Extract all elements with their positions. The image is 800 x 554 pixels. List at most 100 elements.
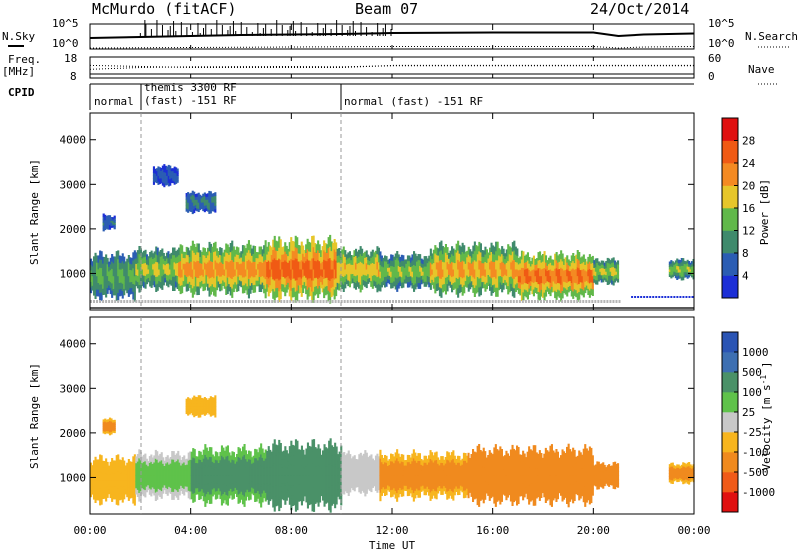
heat-cell bbox=[552, 259, 555, 266]
heat-cell bbox=[208, 190, 211, 196]
heat-cell bbox=[396, 278, 399, 286]
heat-cell bbox=[685, 266, 688, 270]
heat-cell bbox=[130, 281, 133, 288]
ground-scatter-cell bbox=[367, 300, 370, 303]
heat-cell bbox=[105, 226, 108, 229]
heat-cell bbox=[608, 464, 611, 469]
heat-cell bbox=[593, 475, 596, 479]
heat-cell bbox=[679, 470, 682, 474]
ground-scatter-cell bbox=[491, 300, 494, 303]
heat-cell bbox=[546, 466, 549, 476]
heat-cell bbox=[160, 452, 163, 461]
heat-cell bbox=[178, 481, 181, 489]
ground-scatter-cell bbox=[256, 300, 259, 303]
heat-cell bbox=[93, 269, 96, 277]
heat-cell bbox=[327, 237, 330, 249]
heat-cell bbox=[194, 194, 197, 198]
heat-cell bbox=[526, 483, 529, 492]
heat-cell bbox=[108, 470, 111, 476]
heat-cell bbox=[242, 475, 245, 486]
ground-scatter-cell bbox=[231, 300, 234, 303]
heat-cell bbox=[228, 269, 231, 277]
heat-cell bbox=[332, 286, 335, 296]
heat-cell bbox=[359, 459, 362, 467]
heat-cell bbox=[679, 269, 682, 273]
heat-cell bbox=[570, 451, 573, 460]
heat-cell bbox=[328, 475, 331, 488]
heat-cell bbox=[514, 261, 517, 270]
heat-cell bbox=[210, 243, 213, 253]
heat-cell bbox=[505, 282, 508, 290]
heat-cell bbox=[594, 262, 597, 268]
heat-cell bbox=[492, 261, 495, 270]
heat-cell bbox=[570, 483, 573, 492]
heat-cell bbox=[546, 286, 549, 292]
heat-cell bbox=[133, 488, 136, 498]
heat-cell bbox=[564, 475, 567, 484]
heat-cell bbox=[153, 269, 156, 276]
heat-cell bbox=[458, 488, 461, 495]
heat-cell bbox=[686, 272, 689, 276]
heat-cell bbox=[175, 467, 178, 476]
heat-cell bbox=[249, 269, 252, 278]
heat-cell bbox=[321, 276, 324, 285]
heat-cell bbox=[537, 460, 540, 469]
heat-cell bbox=[561, 275, 564, 284]
heat-cell bbox=[281, 483, 284, 492]
heat-cell bbox=[124, 261, 127, 267]
heat-cell bbox=[499, 456, 502, 467]
heat-cell bbox=[686, 275, 689, 279]
ground-scatter-cell bbox=[455, 300, 458, 303]
heat-cell bbox=[581, 475, 584, 483]
heat-cell bbox=[538, 466, 541, 476]
heat-cell bbox=[517, 263, 520, 271]
heat-cell bbox=[434, 490, 437, 499]
heat-cell bbox=[142, 468, 145, 476]
heat-cell bbox=[614, 470, 617, 476]
heat-cell bbox=[213, 286, 216, 296]
heat-cell bbox=[270, 483, 273, 492]
heat-cell bbox=[166, 172, 169, 176]
heat-cell bbox=[438, 470, 441, 476]
heat-cell bbox=[114, 275, 117, 283]
heat-cell bbox=[99, 496, 102, 506]
heat-cell bbox=[582, 484, 585, 494]
heat-cell bbox=[264, 240, 267, 251]
heat-cell bbox=[219, 451, 222, 461]
ground-scatter-cell bbox=[452, 300, 455, 303]
heat-cell bbox=[569, 275, 572, 282]
heat-cell bbox=[679, 473, 682, 476]
heat-cell bbox=[528, 275, 531, 283]
heat-cell bbox=[240, 280, 243, 288]
heat-cell bbox=[476, 475, 479, 486]
heat-cell bbox=[320, 281, 323, 289]
heat-cell bbox=[538, 475, 541, 485]
heat-cell bbox=[202, 466, 205, 476]
heat-cell bbox=[103, 485, 106, 493]
heat-cell bbox=[157, 475, 160, 483]
heat-cell bbox=[563, 281, 566, 288]
heat-cell bbox=[532, 289, 535, 297]
heat-cell bbox=[178, 269, 181, 277]
heat-cell bbox=[208, 194, 211, 199]
heat-cell bbox=[264, 449, 267, 459]
heat-cell bbox=[682, 258, 685, 263]
heat-cell bbox=[377, 467, 380, 474]
ground-scatter-cell bbox=[676, 296, 679, 298]
heat-cell bbox=[153, 280, 156, 288]
heat-cell bbox=[120, 256, 123, 264]
heat-cell bbox=[438, 465, 441, 471]
heat-cell bbox=[203, 195, 206, 200]
heat-cell bbox=[293, 495, 296, 506]
heat-cell bbox=[374, 467, 377, 474]
heat-cell bbox=[123, 492, 126, 500]
heat-cell bbox=[380, 482, 383, 490]
heat-cell bbox=[254, 466, 257, 476]
heat-cell bbox=[457, 259, 460, 270]
heat-cell bbox=[156, 451, 159, 460]
heat-cell bbox=[257, 269, 260, 276]
heat-cell bbox=[346, 466, 349, 474]
heat-cell bbox=[578, 259, 581, 269]
heat-cell bbox=[555, 267, 558, 277]
heat-cell bbox=[432, 262, 435, 270]
